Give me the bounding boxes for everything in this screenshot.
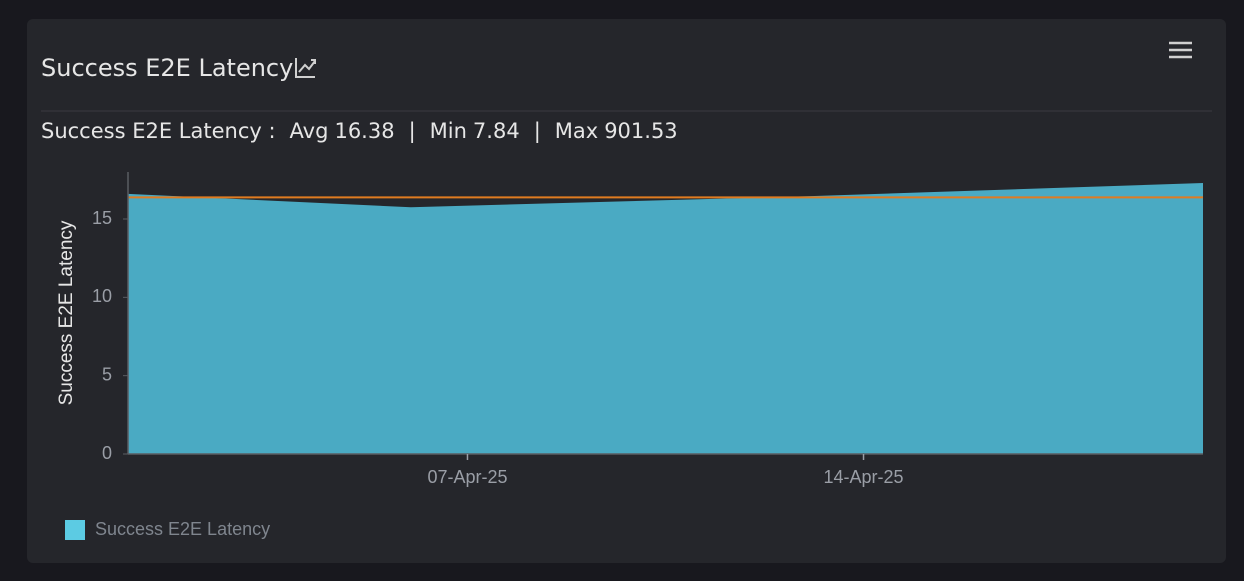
expand-icon[interactable] [295,58,316,78]
y-tick-label: 15 [92,208,112,228]
chart-title: Success E2E Latency [41,54,293,82]
stats-separator: | [409,119,416,144]
area [128,182,1203,454]
y-tick-label: 10 [92,286,112,306]
y-tick-label: 5 [102,364,112,384]
x-tick-label: 07-Apr-25 [427,467,507,487]
stat-value: 901.53 [604,119,677,143]
stats: Success E2E Latency : Avg 16.38 | Min 7.84 | Ma… [41,119,678,144]
stats-separator: | [534,119,541,144]
menu-icon[interactable] [1169,41,1192,59]
y-tick-label: 0 [102,443,112,463]
y-axis-label: Success E2E Latency [56,220,77,405]
x-tick-label: 14-Apr-25 [824,467,904,487]
stat-label: Min [430,119,467,143]
stat-value: 7.84 [473,119,520,143]
stat-value: 16.38 [334,119,394,143]
stat-label: Max [555,119,598,143]
stat-label: Avg [290,119,329,143]
legend-label: Success E2E Latency [95,519,270,539]
stats-label: Success E2E Latency : [41,119,276,143]
legend-swatch [65,520,85,540]
